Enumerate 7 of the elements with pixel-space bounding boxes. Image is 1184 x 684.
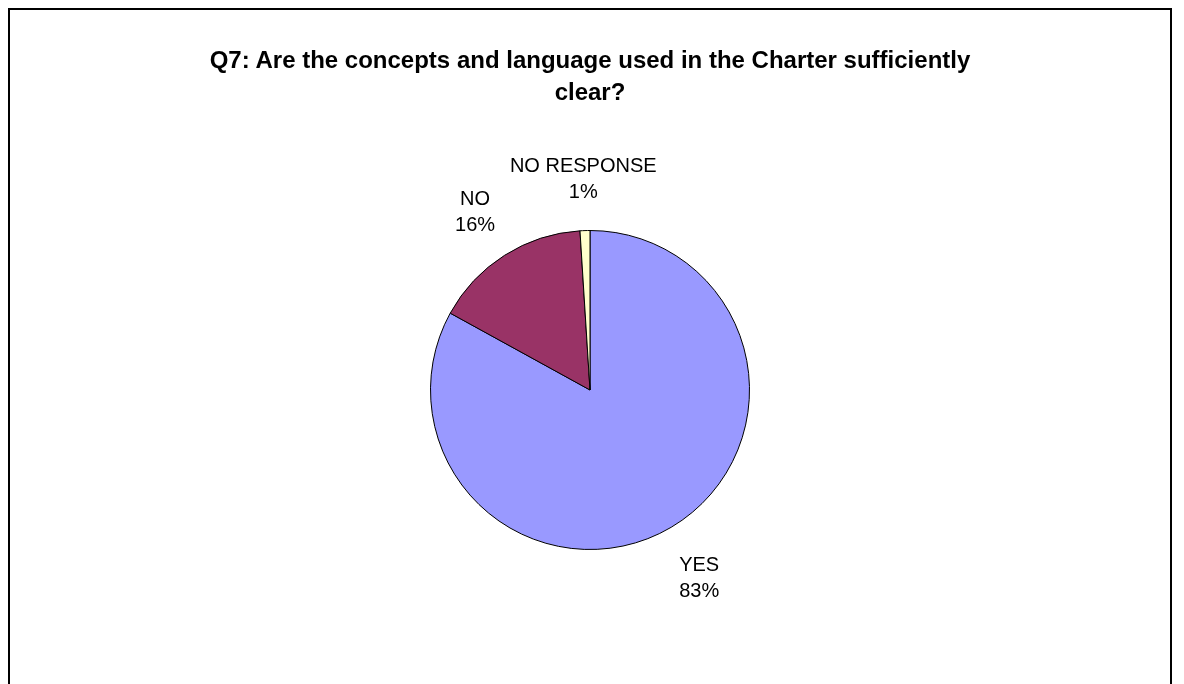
slice-label: NO RESPONSE bbox=[509, 153, 657, 176]
data-label: 83% bbox=[679, 578, 720, 601]
slice-label: NO bbox=[460, 186, 491, 209]
slice-label: YES bbox=[679, 552, 720, 575]
chart-title: Q7: Are the concepts and language used in the Charter sufficiently clear? bbox=[208, 45, 972, 107]
data-label: 1% bbox=[568, 179, 598, 202]
data-label: 16% bbox=[455, 212, 496, 235]
